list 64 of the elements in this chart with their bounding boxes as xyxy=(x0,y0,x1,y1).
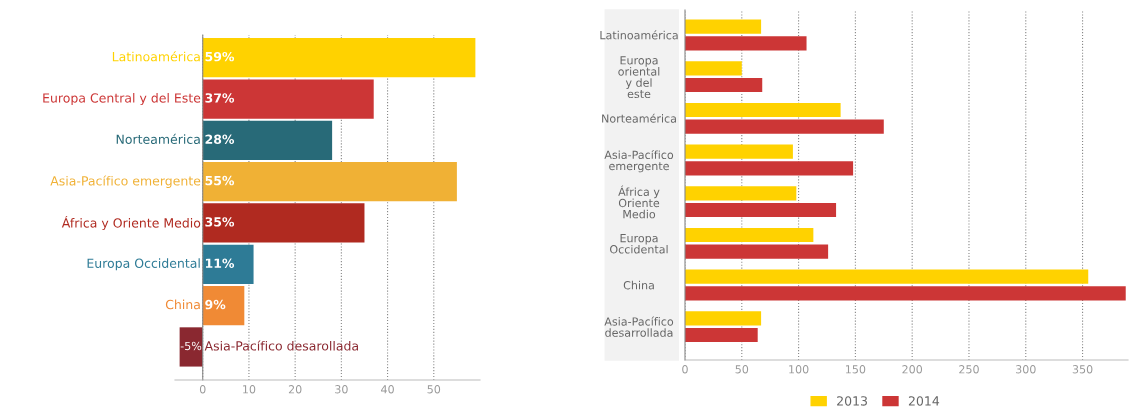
x-tick-label: 30 xyxy=(335,385,348,394)
y-tick-label: Norteamérica xyxy=(116,133,200,144)
data-label: 11% xyxy=(205,258,235,268)
bar xyxy=(685,19,762,34)
x-tick-label: 300 xyxy=(1016,365,1036,374)
y-tick-label: Europa Central y del Este xyxy=(43,92,201,106)
data-label: 35% xyxy=(205,217,235,227)
y-tick-label: Latinoamérica xyxy=(600,30,678,40)
bar xyxy=(202,38,476,78)
data-label: 28% xyxy=(205,134,235,144)
bar xyxy=(202,162,457,202)
bar xyxy=(179,327,203,367)
y-tick-label: Europa oriental y del este xyxy=(618,56,660,99)
bar xyxy=(685,202,837,218)
bar xyxy=(685,144,793,159)
bar xyxy=(202,203,365,243)
data-label: 59% xyxy=(205,51,235,62)
data-label: -5% xyxy=(180,341,202,351)
legend-label: 2013 xyxy=(837,396,867,406)
x-tick-label: 350 xyxy=(1072,365,1093,374)
bar xyxy=(685,327,758,343)
x-tick-label: 10 xyxy=(243,385,256,394)
x-tick-label: 0 xyxy=(199,385,206,394)
x-tick-label: 0 xyxy=(682,365,688,374)
x-tick-label: 200 xyxy=(902,365,923,374)
y-tick-label: Latinoamérica xyxy=(112,51,200,62)
y-tick-label: Norteamérica xyxy=(602,113,676,123)
y-tick-label: Europa Occidental xyxy=(610,234,668,254)
y-tick-label: China xyxy=(623,280,654,290)
bar xyxy=(685,311,762,326)
bar xyxy=(685,102,841,118)
data-label: 9% xyxy=(205,299,226,310)
x-tick-label: 50 xyxy=(427,385,441,394)
bar xyxy=(685,61,742,76)
bar xyxy=(685,161,854,176)
bar xyxy=(685,77,763,93)
y-tick-label: Asia-Pacífico desarollada xyxy=(204,340,358,351)
bar xyxy=(202,79,374,119)
bar xyxy=(685,269,1089,284)
x-tick-label: 40 xyxy=(381,385,394,394)
bar xyxy=(685,119,884,134)
y-tick-label: Europa Occidental xyxy=(87,258,200,271)
bar xyxy=(202,244,254,284)
bar xyxy=(685,227,814,243)
bar xyxy=(202,286,245,326)
bar xyxy=(685,244,829,259)
bar xyxy=(685,286,1126,301)
y-tick-label: África y Oriente Medio xyxy=(61,215,201,231)
x-tick-label: 100 xyxy=(789,365,809,374)
x-tick-label: 50 xyxy=(735,365,749,374)
y-tick-label: Asia-Pacífico desarrollada xyxy=(604,316,674,337)
y-tick-label: Asia-Pacífico emergente xyxy=(50,175,201,188)
x-tick-label: 250 xyxy=(959,365,979,374)
bar xyxy=(685,186,797,201)
legend-label: 2014 xyxy=(908,396,940,406)
bar xyxy=(685,36,807,51)
y-tick-label: África y Oriente Medio xyxy=(618,185,660,219)
x-tick-label: 20 xyxy=(288,385,302,394)
data-label: 37% xyxy=(205,93,235,103)
y-tick-label: China xyxy=(165,299,200,310)
x-tick-label: 150 xyxy=(846,365,866,374)
data-label: 55% xyxy=(205,175,235,186)
y-tick-label: Asia-Pacífico emergente xyxy=(604,149,674,173)
bar xyxy=(202,120,333,160)
